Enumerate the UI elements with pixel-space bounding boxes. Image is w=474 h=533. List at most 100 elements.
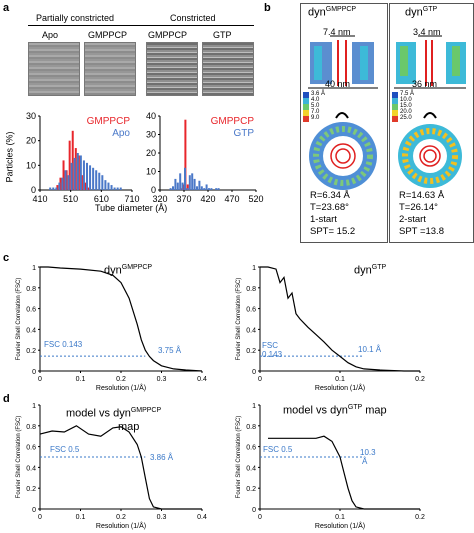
- model-title-gtp: dynGTP: [405, 6, 438, 19]
- bar-gtp: [181, 182, 184, 190]
- y-tick-label: 20: [26, 136, 36, 146]
- bar-apo: [89, 165, 92, 190]
- bar-gmppcp: [186, 184, 189, 190]
- bar-gtp: [217, 188, 220, 190]
- x-tick-label: 0.3: [157, 514, 167, 521]
- y-tick-label: 0: [252, 507, 256, 514]
- bar-apo: [52, 187, 55, 190]
- y-tick-label: 0: [151, 185, 156, 195]
- bar-apo: [101, 175, 104, 190]
- bar-apo: [67, 175, 70, 190]
- fsc-threshold-label2-c-right: 0.143: [262, 350, 283, 359]
- bar-apo: [49, 187, 52, 190]
- x-tick-label: 0.2: [415, 514, 425, 521]
- model-graphics: [303, 35, 466, 190]
- y-tick-label: 20: [146, 148, 156, 158]
- bar-gtp: [203, 188, 206, 190]
- fsc-curve: [268, 435, 420, 510]
- fsc-plot-gmppcp: 0 0.2 0.4 0.6 0.8 1 0 0.1 0.2 0.3 0.4 Resolution (1…: [16, 265, 207, 392]
- scale-labels-gtp: 7.5 Å 10.0 15.0 20.0 25.0: [400, 91, 415, 121]
- panel-c-label: c: [3, 252, 10, 264]
- y-tick-label: 0.6: [26, 307, 36, 314]
- x-tick-label: 410: [32, 194, 47, 204]
- bar-apo: [58, 182, 61, 190]
- x-axis-label: Resolution (1/Å): [315, 521, 365, 530]
- legend-gmppcp: GMPPCP: [87, 116, 131, 127]
- bar-apo: [119, 187, 122, 190]
- group-underline-right: [148, 25, 254, 26]
- bar-gtp: [188, 175, 191, 190]
- color-scale-gmppcp: [303, 92, 309, 122]
- histogram-y-label: Particles (%): [4, 131, 15, 183]
- side-view-gmppcp: [308, 35, 378, 89]
- fsc-curve: [40, 266, 203, 372]
- y-tick-label: 30: [26, 111, 36, 121]
- bar-gtp: [186, 188, 189, 190]
- micrograph-gmppcp-constricted: [146, 42, 198, 96]
- model-fsc-title-gmppcp: model vs dynGMPPCP map: [66, 407, 162, 433]
- scale-labels-gmppcp: 3.6 Å 4.0 5.0 7.0 9.0: [311, 91, 326, 121]
- y-tick-label: 1: [252, 265, 256, 272]
- y-tick-label: 0.8: [26, 424, 36, 431]
- x-tick-label: 0.2: [415, 376, 425, 383]
- resolution-label-c-left: 3.75 Å: [158, 346, 182, 355]
- outer-diameter-gtp: 36 nm: [412, 79, 438, 89]
- x-tick-label: 0.4: [197, 514, 207, 521]
- rotation-arrow-gmppcp: [335, 112, 349, 119]
- y-tick-label: 1: [32, 265, 36, 272]
- y-tick-label: 0.8: [246, 286, 256, 293]
- bar-gtp: [176, 182, 179, 190]
- bar-gtp: [172, 186, 174, 190]
- panel-d-label: d: [3, 393, 10, 405]
- x-tick-label: 520: [248, 194, 263, 204]
- y-tick-label: 0: [31, 185, 36, 195]
- legend-gmppcp: GMPPCP: [211, 116, 255, 127]
- bar-apo: [92, 167, 95, 190]
- x-axis-label: Resolution (1/Å): [96, 521, 146, 530]
- bar-gtp: [210, 188, 213, 190]
- image-label-gmppcp-2: GMPPCP: [148, 30, 188, 40]
- bar-gtp: [179, 173, 182, 190]
- bar-gmppcp: [74, 148, 77, 190]
- y-tick-label: 1: [32, 403, 36, 410]
- x-tick-label: 0.4: [197, 376, 207, 383]
- top-view-gtp: [398, 124, 462, 188]
- bar-gmppcp: [84, 182, 86, 190]
- group-underline-left: [28, 25, 152, 26]
- model-title-gmppcp: dynGMPPCP: [308, 6, 357, 19]
- y-tick-label: 0.2: [26, 348, 36, 355]
- y-tick-label: 0.2: [246, 486, 256, 493]
- bar-gtp: [208, 188, 210, 190]
- y-axis-label: Fourier Shell Correlation (FSC): [236, 278, 242, 361]
- side-view-gtp: [394, 35, 466, 89]
- fsc-curve: [260, 266, 420, 372]
- resolution-label-d-right: 10.3: [360, 448, 376, 457]
- fsc-threshold-label-d-right: FSC 0.5: [263, 445, 293, 454]
- x-tick-label: 510: [63, 194, 78, 204]
- x-tick-label: 0: [38, 514, 42, 521]
- bar-apo: [64, 170, 67, 190]
- y-tick-label: 30: [146, 130, 156, 140]
- x-tick-label: 470: [224, 194, 239, 204]
- fsc-threshold-label-c-right: FSC: [262, 341, 278, 350]
- y-tick-label: 0.4: [26, 465, 36, 472]
- x-tick-label: 0: [38, 376, 42, 383]
- x-tick-label: 0: [258, 376, 262, 383]
- y-axis-label: Fourier Shell Correlation (FSC): [236, 416, 242, 499]
- bar-gtp: [191, 173, 194, 190]
- bar-apo: [107, 182, 110, 190]
- y-tick-label: 0.8: [26, 286, 36, 293]
- legend-apo: Apo: [112, 128, 130, 139]
- legend-gtp: GTP: [233, 128, 254, 139]
- micrograph-gtp: [202, 42, 254, 96]
- y-tick-label: 0.2: [246, 348, 256, 355]
- bar-apo: [55, 187, 58, 190]
- x-tick-label: 0.1: [335, 376, 345, 383]
- model-fsc-title-gtp: model vs dynGTP map: [283, 404, 387, 417]
- bar-gmppcp: [87, 187, 90, 190]
- x-tick-label: 710: [124, 194, 139, 204]
- bar-apo: [116, 187, 119, 190]
- bar-gmppcp: [184, 119, 187, 190]
- micrograph-gmppcp-partial: [84, 42, 136, 96]
